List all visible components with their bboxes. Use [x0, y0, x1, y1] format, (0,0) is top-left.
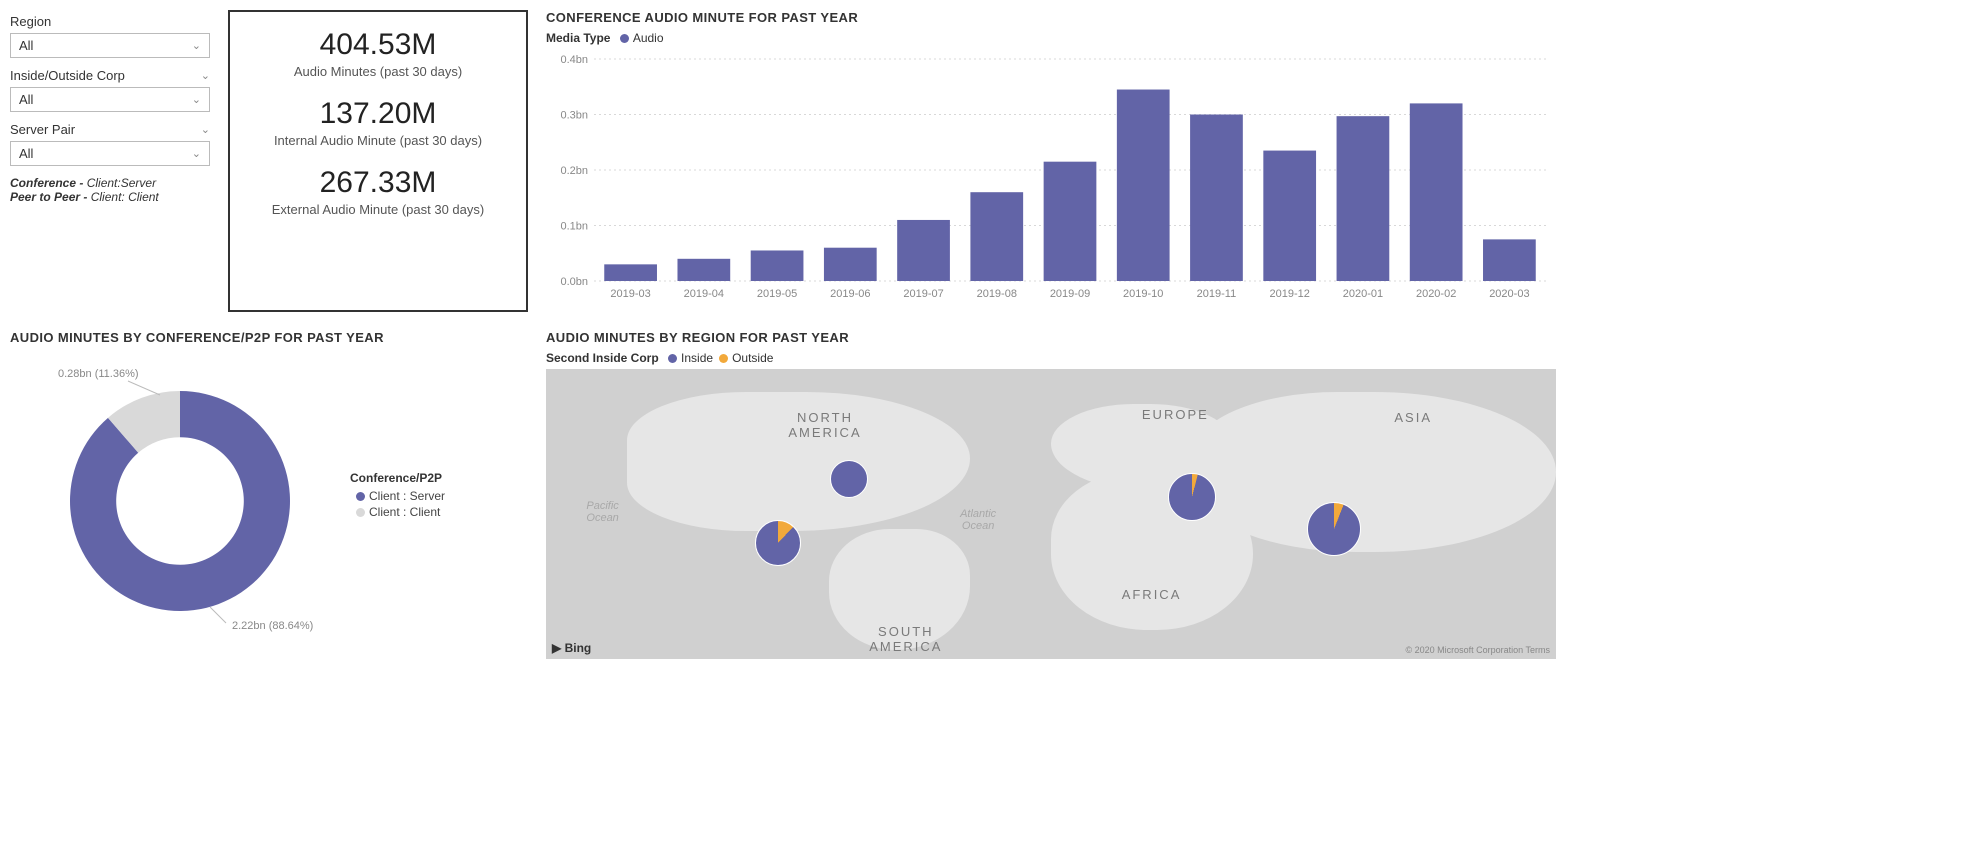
map-legend-item[interactable]: Outside [713, 351, 773, 365]
filter-label-server-pair: Server Pair ⌄ [10, 122, 210, 137]
map-visual[interactable]: ▶ Bing © 2020 Microsoft Corporation Term… [546, 369, 1556, 659]
svg-text:2019-12: 2019-12 [1270, 288, 1310, 300]
map-continent-label: NORTHAMERICA [788, 410, 861, 440]
map-title: AUDIO MINUTES BY REGION FOR PAST YEAR [546, 330, 1556, 345]
kpi-item: 137.20M Internal Audio Minute (past 30 d… [240, 97, 516, 148]
dropdown-inside-outside-value: All [19, 92, 33, 107]
dropdown-region[interactable]: All ⌄ [10, 33, 210, 58]
bar-legend-label: Media Type [546, 31, 610, 45]
legend-dot-icon [668, 354, 677, 363]
filter-label-inside-outside: Inside/Outside Corp ⌄ [10, 68, 210, 83]
bar-chart[interactable]: 0.0bn 0.1bn 0.2bn 0.3bn 0.4bn 2019-03 2019-04 2… [546, 49, 1556, 309]
svg-text:2019-03: 2019-03 [610, 288, 650, 300]
legend-dot-icon [620, 34, 629, 43]
map-ocean-label: PacificOcean [586, 500, 618, 524]
donut-title: AUDIO MINUTES BY CONFERENCE/P2P FOR PAST… [10, 330, 528, 345]
note-p2p-label: Peer to Peer - [10, 190, 87, 204]
legend-dot-icon [356, 508, 365, 517]
map-legend: Second Inside Corp InsideOutside [546, 351, 1556, 365]
kpi-value-internal: 137.20M [240, 97, 516, 131]
chevron-down-icon: ⌄ [192, 93, 201, 106]
kpi-value-external: 267.33M [240, 166, 516, 200]
svg-text:2019-07: 2019-07 [903, 288, 943, 300]
legend-dot-icon [356, 492, 365, 501]
svg-text:0.2bn: 0.2bn [560, 165, 588, 177]
donut-chart[interactable]: 0.28bn (11.36%) 2.22bn (88.64%) [10, 351, 330, 641]
svg-text:2020-01: 2020-01 [1343, 288, 1383, 300]
svg-text:2.22bn (88.64%): 2.22bn (88.64%) [232, 620, 313, 632]
svg-text:0.1bn: 0.1bn [560, 221, 588, 233]
kpi-value-audio-minutes: 404.53M [240, 28, 516, 62]
note-conf-label: Conference - [10, 176, 83, 190]
donut-legend-item[interactable]: Client : Client [350, 505, 445, 519]
map-pie[interactable] [1168, 473, 1216, 521]
donut-legend-title: Conference/P2P [350, 471, 445, 485]
bing-text: Bing [565, 641, 592, 655]
svg-text:2019-06: 2019-06 [830, 288, 870, 300]
note-p2p-value: Client: Client [91, 190, 159, 204]
svg-text:2019-08: 2019-08 [977, 288, 1017, 300]
map-continent-label: AFRICA [1122, 587, 1182, 602]
svg-text:2019-10: 2019-10 [1123, 288, 1163, 300]
dropdown-server-pair[interactable]: All ⌄ [10, 141, 210, 166]
svg-text:0.3bn: 0.3bn [560, 110, 588, 122]
chevron-down-icon: ⌄ [192, 39, 201, 52]
svg-text:0.0bn: 0.0bn [560, 276, 588, 288]
map-ocean-label: AtlanticOcean [960, 508, 996, 532]
bing-logo: ▶ Bing [552, 641, 591, 655]
map-continent-label: SOUTHAMERICA [869, 624, 942, 654]
bar-chart-section: CONFERENCE AUDIO MINUTE FOR PAST YEAR Me… [546, 10, 1556, 312]
map-section: AUDIO MINUTES BY REGION FOR PAST YEAR Se… [546, 330, 1556, 659]
map-pie[interactable] [1307, 502, 1361, 556]
map-continent-label: ASIA [1394, 410, 1432, 425]
note-conf-value: Client:Server [87, 176, 156, 190]
map-continent-label: EUROPE [1142, 407, 1209, 422]
svg-text:2020-03: 2020-03 [1489, 288, 1529, 300]
kpi-item: 267.33M External Audio Minute (past 30 d… [240, 166, 516, 217]
kpi-item: 404.53M Audio Minutes (past 30 days) [240, 28, 516, 79]
bar-chart-title: CONFERENCE AUDIO MINUTE FOR PAST YEAR [546, 10, 1556, 25]
landmass [1192, 392, 1556, 552]
filters-panel: Region All ⌄ Inside/Outside Corp ⌄ All ⌄… [10, 10, 210, 312]
svg-text:2020-02: 2020-02 [1416, 288, 1456, 300]
donut-legend-item[interactable]: Client : Server [350, 489, 445, 503]
dropdown-region-value: All [19, 38, 33, 53]
dropdown-inside-outside[interactable]: All ⌄ [10, 87, 210, 112]
kpi-label-audio-minutes: Audio Minutes (past 30 days) [240, 64, 516, 79]
kpi-label-internal: Internal Audio Minute (past 30 days) [240, 133, 516, 148]
filter-label-region-text: Region [10, 14, 51, 29]
chevron-down-icon: ⌄ [201, 123, 210, 136]
map-copyright: © 2020 Microsoft Corporation Terms [1405, 645, 1550, 655]
donut-legend: Conference/P2P Client : Server Client : C… [350, 471, 445, 521]
svg-text:2019-11: 2019-11 [1197, 288, 1237, 300]
chevron-down-icon: ⌄ [201, 69, 210, 82]
dashboard: Region All ⌄ Inside/Outside Corp ⌄ All ⌄… [0, 0, 1560, 669]
donut-section: AUDIO MINUTES BY CONFERENCE/P2P FOR PAST… [10, 330, 528, 659]
dropdown-server-pair-value: All [19, 146, 33, 161]
map-pie[interactable] [830, 460, 868, 498]
kpi-card: 404.53M Audio Minutes (past 30 days) 137… [228, 10, 528, 312]
bar-chart-legend: Media Type Audio [546, 31, 1556, 45]
svg-text:0.28bn (11.36%): 0.28bn (11.36%) [58, 368, 139, 380]
legend-dot-icon [719, 354, 728, 363]
map-legend-label: Second Inside Corp [546, 351, 659, 365]
svg-text:2019-09: 2019-09 [1050, 288, 1090, 300]
chevron-down-icon: ⌄ [192, 147, 201, 160]
svg-text:0.4bn: 0.4bn [560, 54, 588, 66]
map-legend-item[interactable]: Inside [662, 351, 713, 365]
filter-label-inside-outside-text: Inside/Outside Corp [10, 68, 125, 83]
map-pie[interactable] [755, 520, 801, 566]
filter-label-region: Region [10, 14, 210, 29]
svg-text:2019-05: 2019-05 [757, 288, 797, 300]
kpi-label-external: External Audio Minute (past 30 days) [240, 202, 516, 217]
filter-label-server-pair-text: Server Pair [10, 122, 75, 137]
filter-note: Conference - Client:Server Peer to Peer … [10, 176, 210, 204]
bar-legend-item: Audio [633, 31, 664, 45]
svg-text:2019-04: 2019-04 [684, 288, 724, 300]
